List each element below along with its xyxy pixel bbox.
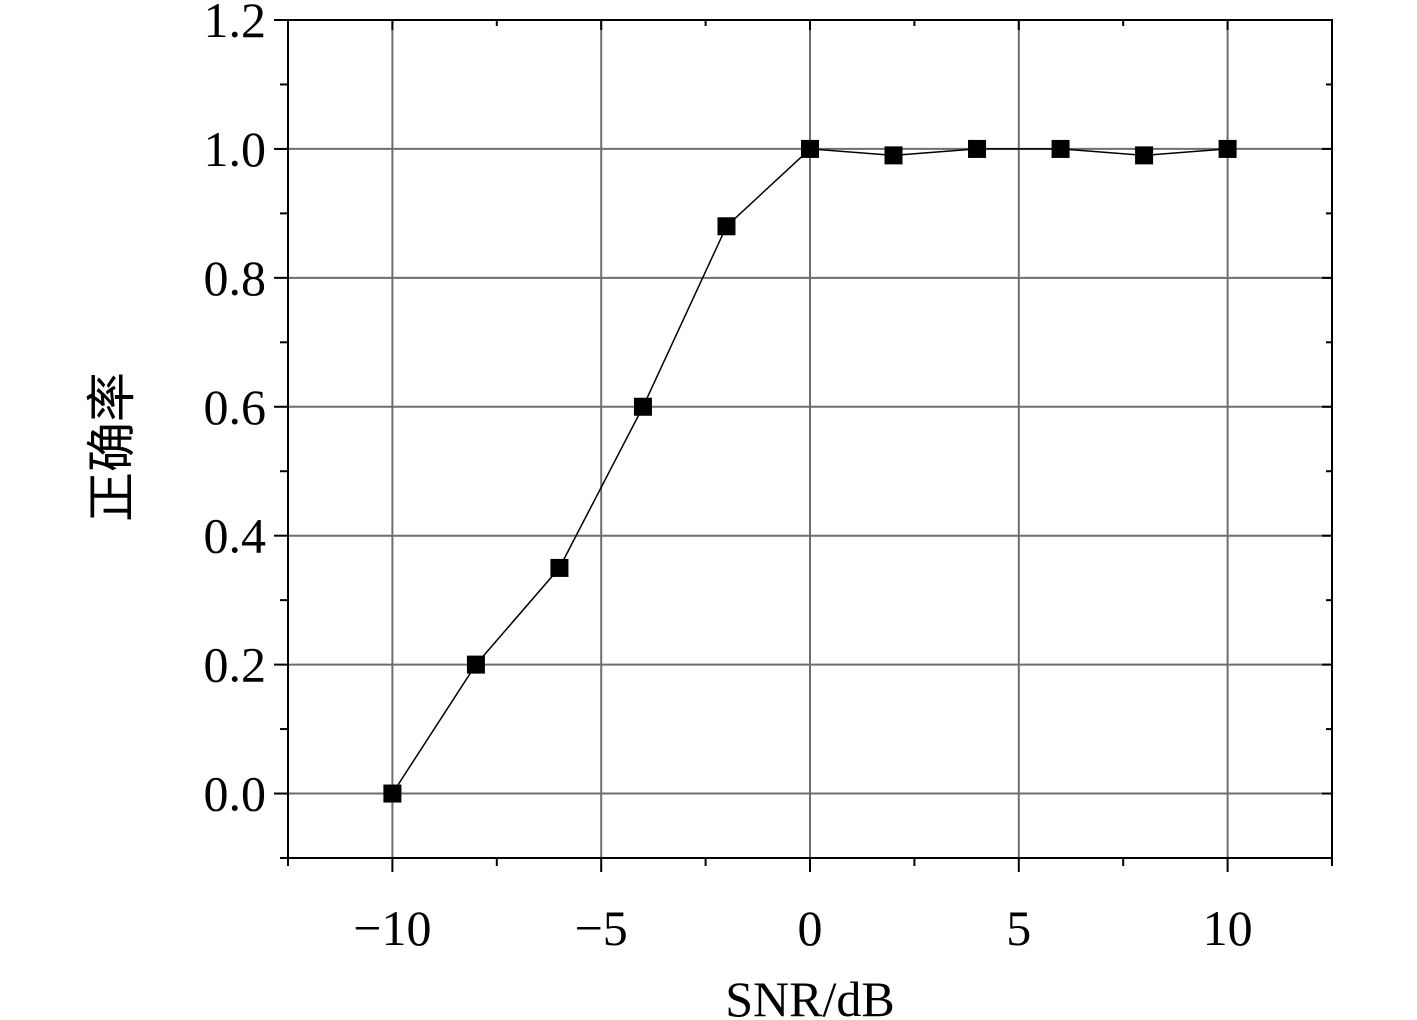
series-layer bbox=[383, 139, 1237, 803]
data-point-marker bbox=[717, 217, 736, 236]
y-tick-label: 0.8 bbox=[204, 250, 267, 306]
y-axis-title: 正确率 bbox=[84, 372, 140, 522]
x-tick-label: 5 bbox=[1006, 900, 1031, 956]
y-tick-label: 0.2 bbox=[204, 637, 267, 693]
data-point-marker bbox=[1135, 146, 1154, 165]
x-tick-label: 10 bbox=[1203, 900, 1253, 956]
x-axis-title: SNR/dB bbox=[725, 971, 895, 1020]
x-tick-label: 0 bbox=[798, 900, 823, 956]
data-point-marker bbox=[383, 784, 402, 803]
data-point-marker bbox=[1051, 139, 1070, 158]
x-tick-label: −10 bbox=[353, 900, 431, 956]
y-tick-label: 1.2 bbox=[204, 0, 267, 48]
data-point-marker bbox=[1218, 139, 1237, 158]
y-tick-label: 1.0 bbox=[204, 121, 267, 177]
x-ticks: −10 −5 0 5 10 bbox=[353, 20, 1253, 956]
data-point-marker bbox=[884, 146, 903, 165]
data-point-marker bbox=[968, 139, 987, 158]
data-point-marker bbox=[633, 397, 652, 416]
data-point-marker bbox=[466, 655, 485, 674]
y-ticks: 0.0 0.2 0.4 0.6 0.8 1.0 1.2 bbox=[204, 0, 1332, 822]
x-tick-label: −5 bbox=[575, 900, 628, 956]
data-point-marker bbox=[550, 558, 569, 577]
y-tick-label: 0.4 bbox=[204, 508, 267, 564]
y-tick-label: 0.0 bbox=[204, 766, 267, 822]
y-tick-label: 0.6 bbox=[204, 379, 267, 435]
data-point-marker bbox=[801, 139, 819, 158]
